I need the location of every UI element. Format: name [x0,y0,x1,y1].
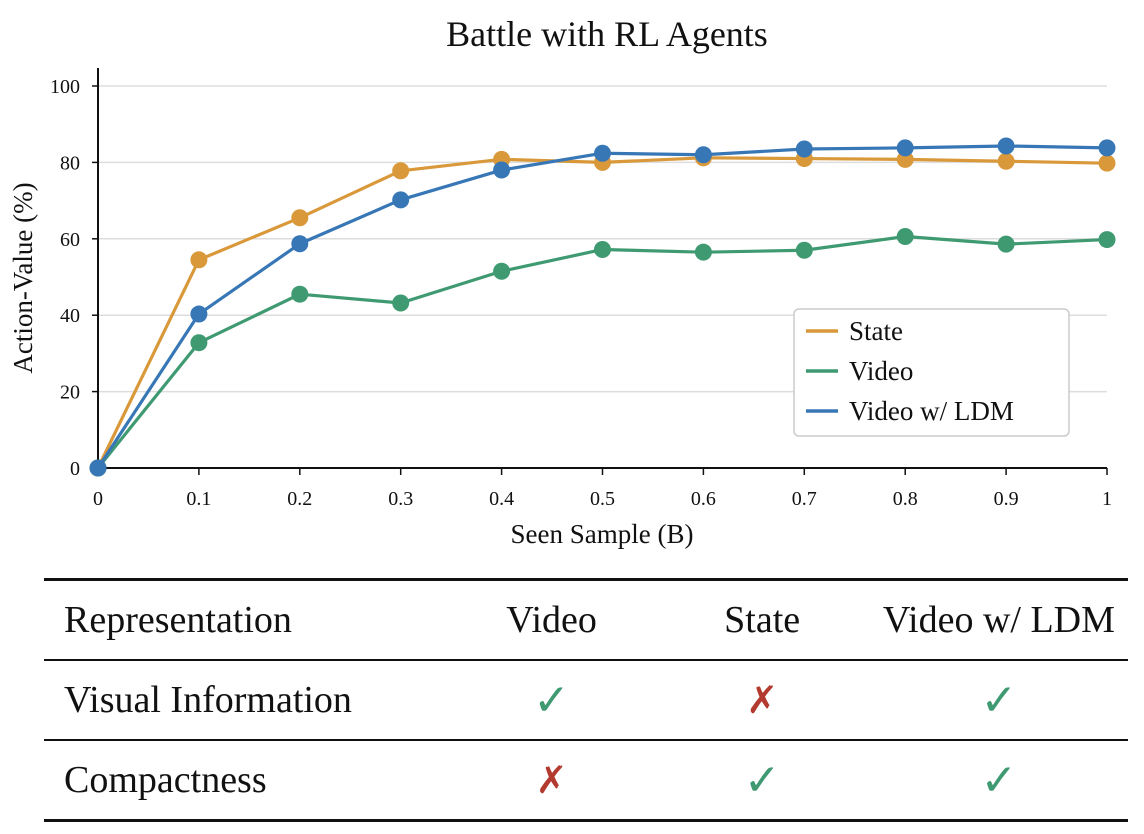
data-point-video [997,235,1015,253]
check-icon: ✓ [980,754,1018,806]
check-icon: ✓ [743,754,781,806]
data-point-video [896,228,914,246]
header-video-ldm: Video w/ LDM [869,578,1128,661]
data-point-video-w-ldm [493,161,511,179]
y-tick-label: 60 [60,229,80,251]
x-tick-label: 0.6 [691,488,716,510]
x-tick-label: 0.3 [388,488,413,510]
legend-box [793,308,1070,437]
data-point-state [291,209,309,227]
cross-icon: ✗ [535,757,568,802]
data-point-video-w-ldm [89,459,107,477]
x-axis-title: Seen Sample (B) [511,519,694,549]
x-tick-label: 0.2 [287,488,312,510]
data-point-video-w-ldm [291,235,309,253]
data-point-video-w-ldm [896,139,914,157]
data-point-state [997,152,1015,170]
header-video: Video [448,578,655,661]
data-point-video [291,285,309,303]
legend: State Video Video w/ LDM [793,308,1070,437]
x-tick-label: 0.8 [893,488,918,510]
y-tick-label: 40 [60,305,80,327]
data-point-video-w-ldm [694,146,712,164]
chart-title: Battle with RL Agents [446,14,768,54]
series-layer [89,137,1116,477]
check-icon: ✓ [980,674,1018,726]
data-point-video-w-ldm [594,144,611,162]
x-tick-label: 0.4 [489,488,514,510]
row-label-visual-information: Visual Information [44,660,449,741]
header-state: State [654,578,870,661]
x-tick-label: 0 [93,488,103,510]
data-point-video [190,334,208,352]
data-point-state [1098,154,1116,172]
x-tick-label: 0.1 [186,488,211,510]
legend-label-video: Video [849,356,913,386]
table-row: Visual Information ✓ ✗ ✓ [44,660,1128,741]
data-point-video-w-ldm [997,137,1015,155]
data-point-video [795,241,813,259]
data-point-video-w-ldm [190,305,208,323]
y-tick-label: 0 [70,458,80,480]
data-point-video [392,294,410,312]
data-point-video-w-ldm [795,140,813,158]
representation-table: Representation Video State Video w/ LDM … [44,578,1128,822]
legend-label-state: State [849,316,903,346]
table-header-row: Representation Video State Video w/ LDM [44,578,1128,661]
y-axis-title: Action-Value (%) [8,182,38,373]
table-row: Compactness ✗ ✓ ✓ [44,740,1128,822]
data-point-video [493,262,511,280]
x-tick-label: 0.7 [792,488,817,510]
x-tick-label: 1 [1102,488,1112,510]
data-point-video-w-ldm [392,191,410,209]
y-tick-label: 20 [60,382,80,404]
data-point-video [594,240,611,258]
data-point-state [392,162,410,180]
y-tick-label: 100 [50,76,80,98]
data-point-video [694,243,712,261]
data-point-state [190,251,208,269]
x-tick-label: 0.9 [994,488,1019,510]
line-chart: Battle with RL Agents 0 20 40 60 80 100 0 0.1 0.… [8,14,1116,549]
x-tick-label: 0.5 [590,488,615,510]
header-representation: Representation [44,578,449,661]
check-icon: ✓ [533,674,571,726]
data-point-video [1098,231,1116,249]
y-tick-label: 80 [60,152,80,174]
data-point-video-w-ldm [1098,139,1116,157]
row-label-compactness: Compactness [44,740,449,822]
tick-labels: 0 20 40 60 80 100 0 0.1 0.2 0.3 0.4 0.5 0.6 0.7 0.8 0.9… [50,76,1112,510]
legend-label-video-w-ldm: Video w/ LDM [849,396,1014,426]
cross-icon: ✗ [746,677,779,722]
